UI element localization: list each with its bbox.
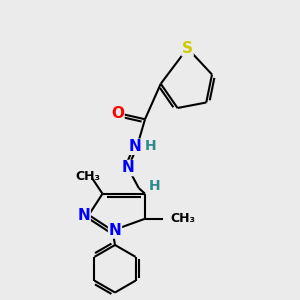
Text: O: O [111, 106, 124, 121]
Text: CH₃: CH₃ [75, 170, 100, 183]
Text: N: N [122, 160, 134, 175]
Text: CH₃: CH₃ [170, 212, 195, 225]
Text: N: N [128, 139, 141, 154]
Text: N: N [109, 223, 122, 238]
Text: S: S [182, 41, 193, 56]
Text: H: H [149, 179, 161, 193]
Text: N: N [77, 208, 90, 223]
Text: H: H [145, 139, 157, 152]
